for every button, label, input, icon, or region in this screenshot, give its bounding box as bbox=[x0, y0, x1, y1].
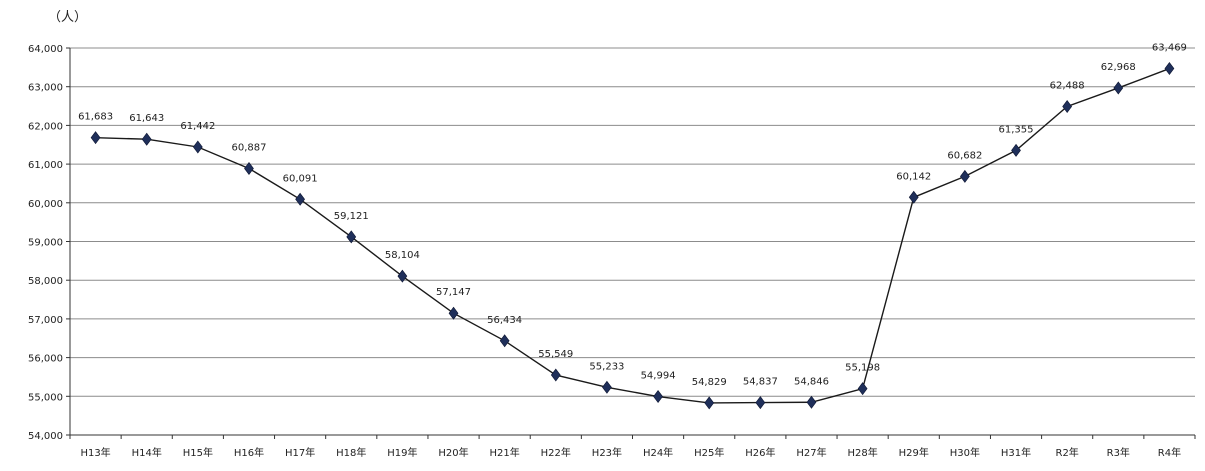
data-label: 59,121 bbox=[334, 211, 369, 222]
y-tick-label: 55,000 bbox=[28, 392, 63, 403]
data-label: 55,549 bbox=[538, 349, 573, 360]
x-tick-label: R4年 bbox=[1158, 446, 1181, 459]
data-label: 61,355 bbox=[999, 124, 1034, 135]
x-tick-label: H18年 bbox=[336, 446, 366, 459]
data-label: 57,147 bbox=[436, 287, 471, 298]
data-point-marker bbox=[806, 395, 817, 409]
x-tick-label: H23年 bbox=[592, 446, 622, 459]
line-layer bbox=[95, 67, 1170, 404]
y-tick-label: 54,000 bbox=[28, 431, 63, 442]
x-tick-label: R2年 bbox=[1056, 446, 1079, 459]
x-tick-label: H22年 bbox=[541, 446, 571, 459]
series-line bbox=[95, 67, 1170, 404]
y-tick-label: 58,000 bbox=[28, 276, 63, 287]
data-point-marker bbox=[1164, 62, 1175, 76]
y-tick-label: 60,000 bbox=[28, 199, 63, 210]
x-tick-label: H13年 bbox=[80, 446, 110, 459]
data-label: 54,829 bbox=[692, 377, 727, 388]
y-tick-label: 63,000 bbox=[28, 83, 63, 94]
data-point-marker bbox=[192, 140, 203, 154]
data-point-marker bbox=[448, 306, 459, 320]
data-label: 61,643 bbox=[129, 113, 164, 124]
data-label: 62,968 bbox=[1101, 62, 1136, 73]
data-label: 54,994 bbox=[641, 371, 676, 382]
x-tick-label: H25年 bbox=[694, 446, 724, 459]
data-point-marker bbox=[1062, 100, 1073, 114]
data-point-marker bbox=[397, 269, 408, 283]
y-tick-label: 57,000 bbox=[28, 315, 63, 326]
marker-layer bbox=[90, 62, 1175, 410]
x-tick-label: H16年 bbox=[234, 446, 264, 459]
data-label: 55,233 bbox=[589, 361, 624, 372]
y-tick-label: 64,000 bbox=[28, 44, 63, 55]
data-point-marker bbox=[141, 132, 152, 146]
data-label: 54,837 bbox=[743, 377, 778, 388]
data-point-marker bbox=[704, 396, 715, 410]
grid-layer bbox=[70, 47, 1195, 397]
y-axis-unit-label: （人） bbox=[48, 10, 88, 25]
data-label: 60,682 bbox=[947, 150, 982, 161]
data-point-marker bbox=[499, 334, 510, 348]
data-point-marker bbox=[1113, 81, 1124, 95]
x-tick-label: H15年 bbox=[183, 446, 213, 459]
data-point-marker bbox=[602, 380, 612, 394]
x-tick-label: H31年 bbox=[1001, 446, 1031, 459]
label-layer: 61,683 61,643 61,442 60,887 60,091 59,121 58,1… bbox=[78, 43, 1187, 388]
data-label: 60,142 bbox=[896, 171, 931, 182]
x-tick-label: H24年 bbox=[643, 446, 673, 459]
x-tick-label: H29年 bbox=[899, 446, 929, 459]
x-tick-label: H27年 bbox=[796, 446, 826, 459]
data-point-marker bbox=[857, 382, 868, 396]
data-label: 56,434 bbox=[487, 315, 522, 326]
data-label: 54,846 bbox=[794, 376, 829, 387]
data-point-marker bbox=[755, 396, 766, 410]
data-label: 63,469 bbox=[1152, 43, 1187, 54]
y-tick-label: 62,000 bbox=[28, 121, 63, 132]
x-tick-label: H21年 bbox=[490, 446, 520, 459]
data-label: 55,198 bbox=[845, 363, 880, 374]
x-tick-label: H28年 bbox=[847, 446, 877, 459]
y-tick-label: 61,000 bbox=[28, 160, 63, 171]
data-label: 60,887 bbox=[231, 142, 266, 153]
data-point-marker bbox=[908, 190, 919, 204]
x-tick-label: H17年 bbox=[285, 446, 315, 459]
data-point-marker bbox=[653, 390, 663, 404]
data-point-marker bbox=[550, 368, 561, 382]
y-tick-label: 59,000 bbox=[28, 238, 63, 249]
data-point-marker bbox=[295, 192, 305, 206]
x-tick-label: R3年 bbox=[1107, 446, 1130, 459]
y-tick-label: 56,000 bbox=[28, 354, 63, 365]
x-tick-label: H19年 bbox=[387, 446, 417, 459]
data-label: 58,104 bbox=[385, 250, 420, 261]
data-label: 61,683 bbox=[78, 112, 113, 123]
data-label: 60,091 bbox=[283, 173, 318, 184]
x-tick-label: H14年 bbox=[132, 446, 162, 459]
x-tick-label: H26年 bbox=[745, 446, 775, 459]
data-point-marker bbox=[346, 230, 357, 244]
x-tick-label: H20年 bbox=[438, 446, 468, 459]
data-label: 61,442 bbox=[180, 121, 215, 132]
data-point-marker bbox=[960, 169, 970, 183]
axis-layer: 54,000 55,000 56,000 57,000 58,000 59,000 60,0… bbox=[28, 44, 1196, 459]
data-point-marker bbox=[90, 131, 101, 145]
data-label: 62,488 bbox=[1050, 81, 1085, 92]
x-tick-label: H30年 bbox=[950, 446, 980, 459]
data-point-marker bbox=[1011, 143, 1021, 157]
data-point-marker bbox=[244, 161, 254, 175]
